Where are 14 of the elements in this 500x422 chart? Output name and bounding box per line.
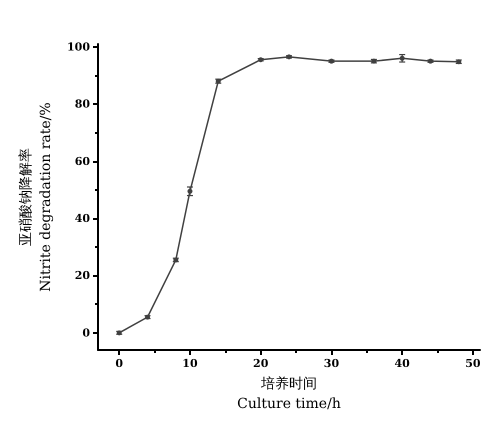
x-tick-label: 20 [253, 357, 269, 370]
y-tick-label: 40 [74, 212, 90, 225]
x-axis-title: 培养时间 Culture time/h [237, 376, 341, 412]
y-axis-title: 亚硝酸钠降解率 Nitrite degradation rate/% [18, 102, 54, 292]
x-tick-label: 30 [324, 357, 340, 370]
x-tick-label: 10 [182, 357, 198, 370]
x-tick-label: 50 [465, 357, 481, 370]
y-tick-label: 60 [74, 154, 90, 168]
x-tick-label: 0 [115, 357, 124, 370]
y-tick-label: 80 [74, 98, 90, 111]
y-tick-label: 20 [74, 269, 90, 282]
y-tick-label: 0 [82, 326, 90, 340]
y-tick-label: 100 [67, 40, 90, 54]
x-tick-label: 40 [394, 357, 410, 370]
